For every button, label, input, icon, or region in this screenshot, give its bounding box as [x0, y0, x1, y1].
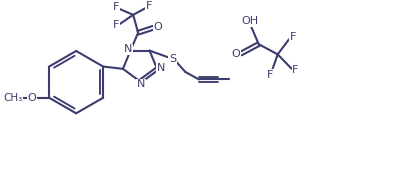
- Text: F: F: [290, 32, 296, 42]
- Text: N: N: [157, 63, 165, 73]
- Text: F: F: [113, 20, 119, 30]
- Text: F: F: [292, 65, 299, 75]
- Text: O: O: [231, 49, 240, 59]
- Text: F: F: [267, 70, 273, 80]
- Text: F: F: [113, 2, 119, 12]
- Text: CH₃: CH₃: [4, 93, 23, 103]
- Text: O: O: [154, 22, 162, 32]
- Text: N: N: [124, 44, 132, 54]
- Text: O: O: [28, 93, 36, 103]
- Text: S: S: [169, 54, 176, 64]
- Text: N: N: [137, 79, 145, 89]
- Text: OH: OH: [242, 16, 259, 26]
- Text: F: F: [146, 1, 152, 11]
